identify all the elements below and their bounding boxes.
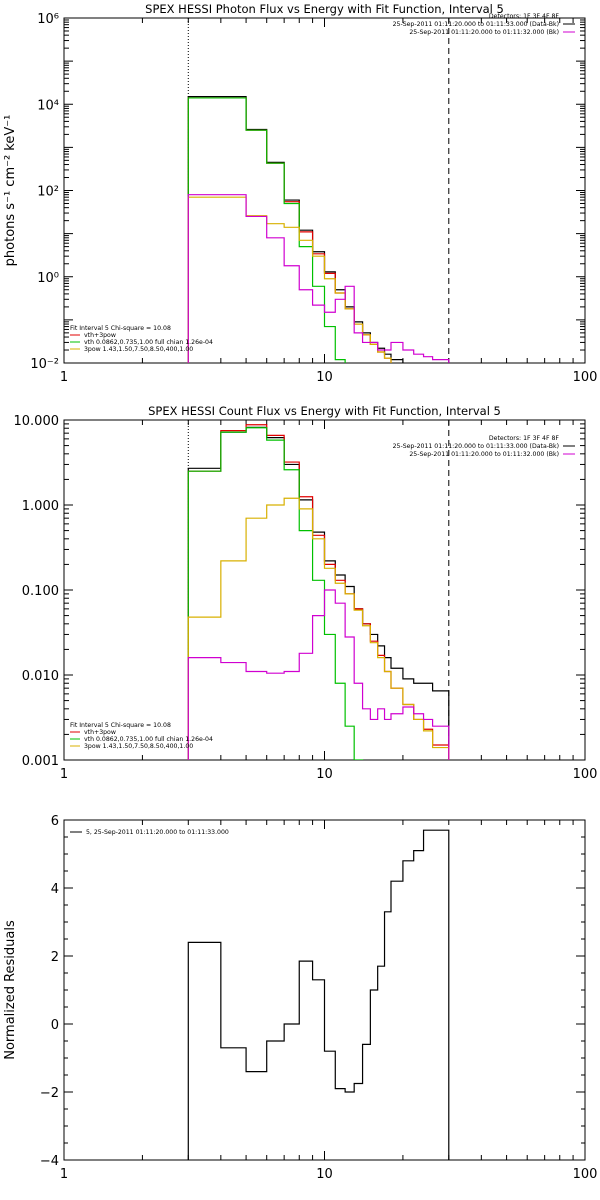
y-axis-label: photons s⁻¹ cm⁻² keV⁻¹ [3, 115, 18, 267]
x-tick-label: 1 [60, 767, 68, 782]
series-3pow-line [187, 196, 392, 363]
x-tick-label: 1 [60, 370, 68, 385]
series-vth-3pow-line [187, 424, 450, 760]
fit-legend-entry: vth 0.0862,0.735,1.00 full chian 1.26e-0… [84, 736, 213, 743]
series-residuals-line [187, 829, 450, 1160]
series-data-bk-line [187, 426, 450, 760]
y-tick-label: 6 [51, 814, 59, 829]
chart-panel-1: SPEX HESSI Photon Flux vs Energy with Fi… [3, 2, 598, 385]
legend-header-line: 25-Sep-2011 01:11:20.000 to 01:11:33.000… [393, 443, 559, 450]
series-group [187, 424, 450, 760]
series-vth-line [187, 427, 364, 760]
y-tick-label: 10⁻² [30, 357, 59, 372]
y-tick-label: 0.010 [22, 669, 59, 684]
x-tick-label: 100 [573, 767, 598, 782]
fit-legend-entry: vth 0.0862,0.735,1.00 full chian 1.26e-0… [84, 339, 213, 346]
legend-header-line: 25-Sep-2011 01:11:20.000 to 01:11:32.000… [409, 29, 559, 36]
series-vth-3pow-line [187, 97, 392, 363]
legend-header-line: 25-Sep-2011 01:11:20.000 to 01:11:33.000… [393, 21, 559, 28]
series-data-bk-line [187, 96, 404, 363]
y-axis-label: Normalized Residuals [3, 920, 18, 1060]
x-tick-label: 10 [316, 370, 333, 385]
y-tick-label: 10.000 [14, 414, 60, 429]
y-tick-label: 10² [37, 185, 59, 200]
series-3pow-line [187, 497, 450, 760]
legend-header-line: Detectors: 1F 3F 4F 8F [489, 435, 560, 442]
y-tick-label: 4 [51, 882, 59, 897]
chart-title: SPEX HESSI Photon Flux vs Energy with Fi… [145, 2, 504, 16]
fit-legend-entry: 3pow 1.43,1.50,7.50,8.50,400,1.00 [84, 743, 193, 750]
x-tick-label: 10 [316, 767, 333, 782]
y-tick-label: 10⁶ [37, 12, 59, 27]
chart-title: SPEX HESSI Count Flux vs Energy with Fit… [148, 404, 501, 418]
y-tick-label: −2 [40, 1086, 59, 1101]
fit-legend-entry: 3pow 1.43,1.50,7.50,8.50,400,1.00 [84, 346, 193, 353]
x-tick-label: 10 [316, 1167, 333, 1182]
fit-legend-entry: vth+3pow [84, 332, 116, 339]
fit-legend-entry: vth+3pow [84, 729, 116, 736]
y-tick-label: 1.000 [22, 499, 59, 514]
x-tick-label: 100 [573, 1167, 598, 1182]
y-tick-label: 2 [51, 950, 59, 965]
y-tick-label: 10⁴ [37, 98, 59, 113]
chart-panel-3: Normalized Residuals 1 10 100 −4 −2 0 2 4 6 5, 25-… [3, 814, 598, 1182]
legend-header-line: 25-Sep-2011 01:11:20.000 to 01:11:32.000… [409, 451, 559, 458]
y-tick-label: 10⁰ [37, 271, 59, 286]
x-tick-label: 1 [60, 1167, 68, 1182]
y-tick-label: 0.100 [22, 584, 59, 599]
series-vth-line [187, 97, 346, 363]
chart-panel-2: SPEX HESSI Count Flux vs Energy with Fit… [14, 404, 598, 782]
residual-legend-entry: 5, 25-Sep-2011 01:11:20.000 to 01:11:33.… [86, 829, 229, 836]
y-tick-label: 0.001 [22, 754, 59, 769]
legend-header-line: Detectors: 1F 3F 4F 8F [489, 13, 560, 20]
x-tick-label: 100 [573, 370, 598, 385]
series-bk-line [187, 194, 450, 363]
series-bk-line [187, 589, 450, 760]
series-group [187, 96, 450, 363]
y-tick-label: −4 [40, 1154, 59, 1169]
y-tick-label: 0 [51, 1018, 59, 1033]
fit-legend-entry: Fit Interval 5 Chi-square = 10.08 [70, 325, 171, 332]
fit-legend-entry: Fit Interval 5 Chi-square = 10.08 [70, 722, 171, 729]
series-group [187, 829, 450, 1160]
